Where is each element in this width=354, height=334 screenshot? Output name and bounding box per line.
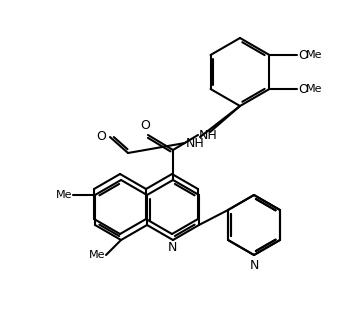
Text: Me: Me bbox=[306, 50, 322, 60]
Text: Me: Me bbox=[88, 250, 105, 260]
Text: NH: NH bbox=[199, 129, 218, 142]
Text: O: O bbox=[298, 48, 308, 61]
Text: N: N bbox=[167, 241, 177, 254]
Text: NH: NH bbox=[186, 137, 205, 150]
Text: Me: Me bbox=[306, 84, 322, 94]
Text: O: O bbox=[140, 119, 150, 132]
Text: O: O bbox=[298, 82, 308, 96]
Text: Me: Me bbox=[56, 190, 72, 200]
Text: O: O bbox=[96, 130, 106, 143]
Text: N: N bbox=[249, 259, 259, 272]
